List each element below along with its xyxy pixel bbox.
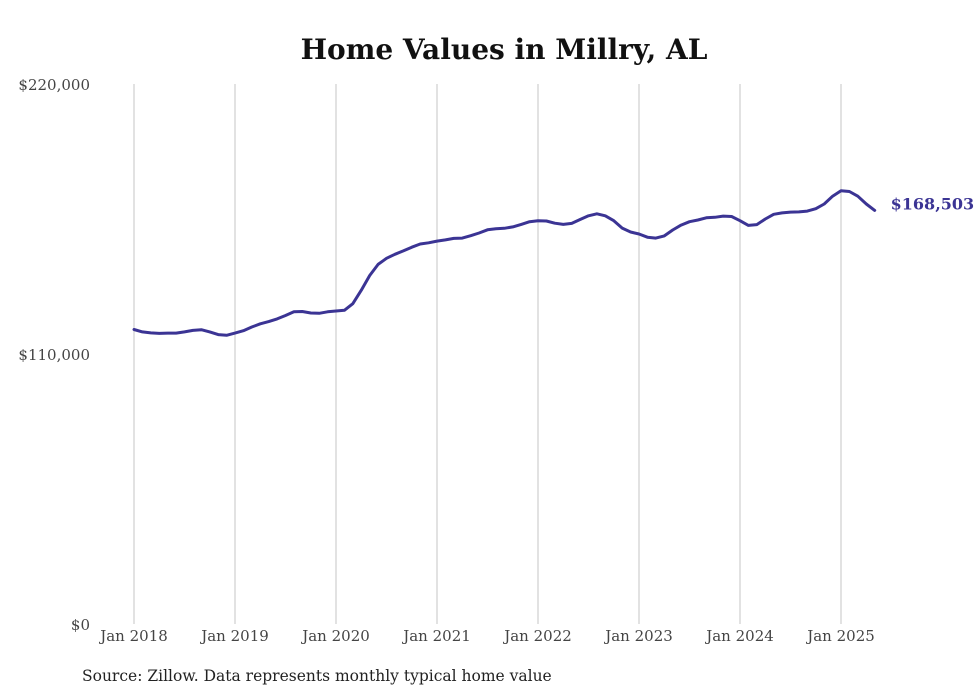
y-axis-ticks: $0 $110,000 $220,000 (18, 76, 90, 634)
y-tick-label: $220,000 (18, 76, 90, 94)
y-tick-label: $110,000 (18, 346, 90, 364)
x-tick-label: Jan 2020 (300, 627, 370, 645)
x-tick-label: Jan 2022 (502, 627, 572, 645)
x-tick-label: Jan 2018 (98, 627, 168, 645)
x-tick-label: Jan 2021 (401, 627, 471, 645)
home-value-series (132, 189, 877, 337)
chart-title: Home Values in Millry, AL (301, 33, 708, 66)
source-note: Source: Zillow. Data represents monthly … (82, 667, 552, 685)
x-tick-label: Jan 2019 (199, 627, 269, 645)
series-line (132, 189, 877, 337)
y-tick-label: $0 (71, 616, 90, 634)
x-tick-label: Jan 2023 (603, 627, 673, 645)
x-tick-label: Jan 2024 (704, 627, 774, 645)
latest-value-label: $168,503 (891, 194, 975, 213)
x-tick-label: Jan 2025 (805, 627, 875, 645)
vertical-grid (133, 84, 842, 624)
x-axis-ticks: Jan 2018 Jan 2019 Jan 2020 Jan 2021 Jan 2022… (98, 627, 875, 645)
